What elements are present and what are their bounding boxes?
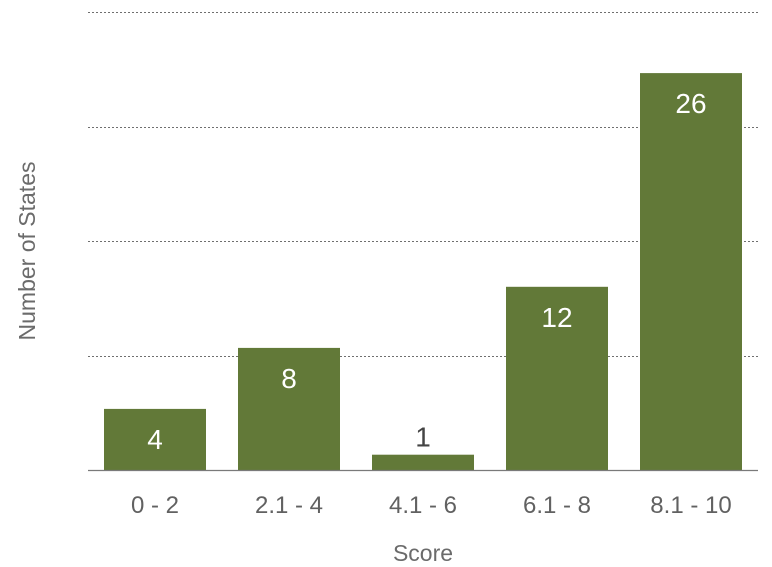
bar-value-label: 12 [541, 302, 572, 333]
bars [104, 73, 742, 470]
bar-value-label: 4 [147, 424, 163, 455]
data-labels: 4 8 1 12 26 [147, 88, 706, 455]
x-tick-label: 2.1 - 4 [255, 492, 323, 519]
bar-value-label: 26 [675, 88, 706, 119]
x-tick-label: 8.1 - 10 [650, 492, 731, 519]
bar-value-label: 1 [415, 422, 431, 453]
bar [640, 73, 742, 470]
y-axis-title: Number of States [14, 162, 40, 341]
bar-value-label: 8 [281, 363, 297, 394]
x-tick-labels: 0 - 2 2.1 - 4 4.1 - 6 6.1 - 8 8.1 - 10 [131, 492, 732, 519]
x-tick-label: 0 - 2 [131, 492, 179, 519]
x-tick-label: 4.1 - 6 [389, 492, 457, 519]
bar [372, 455, 474, 470]
x-axis-title: Score [393, 540, 453, 566]
x-tick-label: 6.1 - 8 [523, 492, 591, 519]
